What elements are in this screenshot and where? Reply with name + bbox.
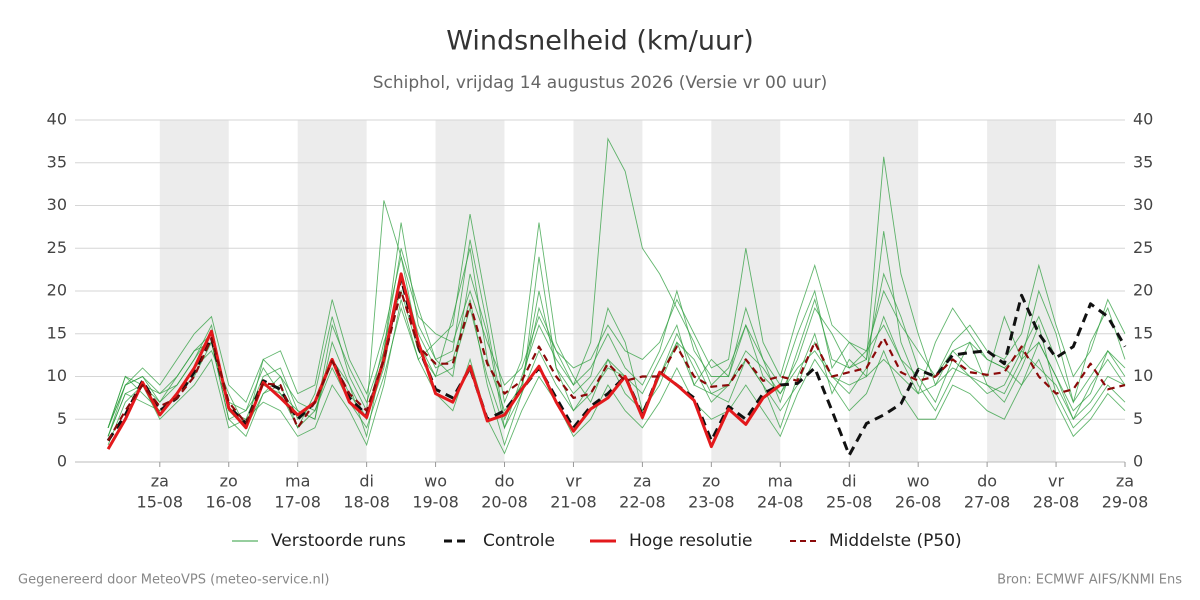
y2-tick-label: 5 — [1133, 409, 1143, 428]
x-tick-label: 16-08 — [205, 493, 252, 512]
y-tick-label: 20 — [47, 281, 67, 300]
y2-tick-label: 40 — [1133, 110, 1153, 129]
x-tick-label: 24-08 — [757, 493, 804, 512]
legend: Verstoorde runs Controle Hoge resolutie … — [232, 531, 962, 551]
x-tick-weekday: za — [151, 472, 169, 491]
x-tick-label: 29-08 — [1102, 493, 1149, 512]
x-tick-label: 22-08 — [619, 493, 666, 512]
y2-tick-label: 10 — [1133, 366, 1153, 385]
ensemble-line — [107, 213, 1126, 430]
footer-left: Gegenereerd door MeteoVPS (meteo-service… — [18, 573, 329, 588]
series-line — [107, 289, 1126, 442]
y2-tick-label: 15 — [1133, 323, 1153, 342]
ensemble-line — [107, 299, 1126, 455]
x-tick-label: 28-08 — [1033, 493, 1080, 512]
x-tick-label: 17-08 — [274, 493, 321, 512]
y-tick-label: 40 — [47, 110, 67, 129]
x-tick-label: 23-08 — [688, 493, 735, 512]
legend-label: Controle — [483, 531, 555, 551]
series-line — [106, 272, 782, 450]
x-tick-weekday: vr — [565, 472, 581, 491]
footer-right: Bron: ECMWF AIFS/KNMI Ens — [997, 573, 1182, 588]
y2-tick-label: 35 — [1133, 152, 1153, 171]
x-tick-label: 19-08 — [412, 493, 459, 512]
x-tick-weekday: vr — [1048, 472, 1064, 491]
ensemble-line — [107, 137, 1126, 439]
y-tick-label: 0 — [57, 452, 67, 471]
x-tick-weekday: di — [359, 472, 374, 491]
legend-label: Verstoorde runs — [271, 531, 406, 551]
y2-tick-label: 25 — [1133, 238, 1153, 257]
x-tick-label: 15-08 — [137, 493, 184, 512]
x-tick-weekday: ma — [285, 472, 310, 491]
lines — [106, 137, 1127, 457]
y-tick-label: 5 — [57, 409, 67, 428]
legend-label: Hoge resolutie — [629, 531, 753, 551]
x-tick-weekday: zo — [220, 472, 238, 491]
x-tick-weekday: za — [633, 472, 651, 491]
x-tick-weekday: do — [977, 472, 997, 491]
y-tick-label: 10 — [47, 366, 67, 385]
y-tick-label: 35 — [47, 152, 67, 171]
y-tick-label: 15 — [47, 323, 67, 342]
legend-label: Middelste (P50) — [829, 531, 962, 551]
x-tick-label: 25-08 — [826, 493, 873, 512]
y2-tick-label: 0 — [1133, 452, 1143, 471]
x-tick-weekday: zo — [702, 472, 720, 491]
y2-tick-label: 30 — [1133, 195, 1153, 214]
x-tick-label: 26-08 — [895, 493, 942, 512]
x-tick-weekday: di — [842, 472, 857, 491]
y2-tick-label: 20 — [1133, 281, 1153, 300]
x-tick-weekday: za — [1116, 472, 1134, 491]
y-tick-label: 25 — [47, 238, 67, 257]
x-tick-weekday: do — [495, 472, 515, 491]
chart-subtitle: Schiphol, vrijdag 14 augustus 2026 (Vers… — [373, 73, 828, 93]
axes: 0 0 5 5 10 10 15 15 20 20 25 25 30 30 35 35 40 40 za 15-08 z… — [47, 110, 1154, 512]
y-tick-label: 30 — [47, 195, 67, 214]
x-tick-label: 20-08 — [481, 493, 528, 512]
chart-title: Windsnelheid (km/uur) — [446, 26, 754, 57]
x-tick-weekday: wo — [907, 472, 930, 491]
x-tick-label: 27-08 — [964, 493, 1011, 512]
x-tick-label: 21-08 — [550, 493, 597, 512]
x-tick-label: 18-08 — [343, 493, 390, 512]
x-tick-weekday: wo — [424, 472, 447, 491]
x-tick-weekday: ma — [768, 472, 793, 491]
ensemble-line — [107, 248, 1126, 428]
ensemble-line — [107, 239, 1126, 428]
